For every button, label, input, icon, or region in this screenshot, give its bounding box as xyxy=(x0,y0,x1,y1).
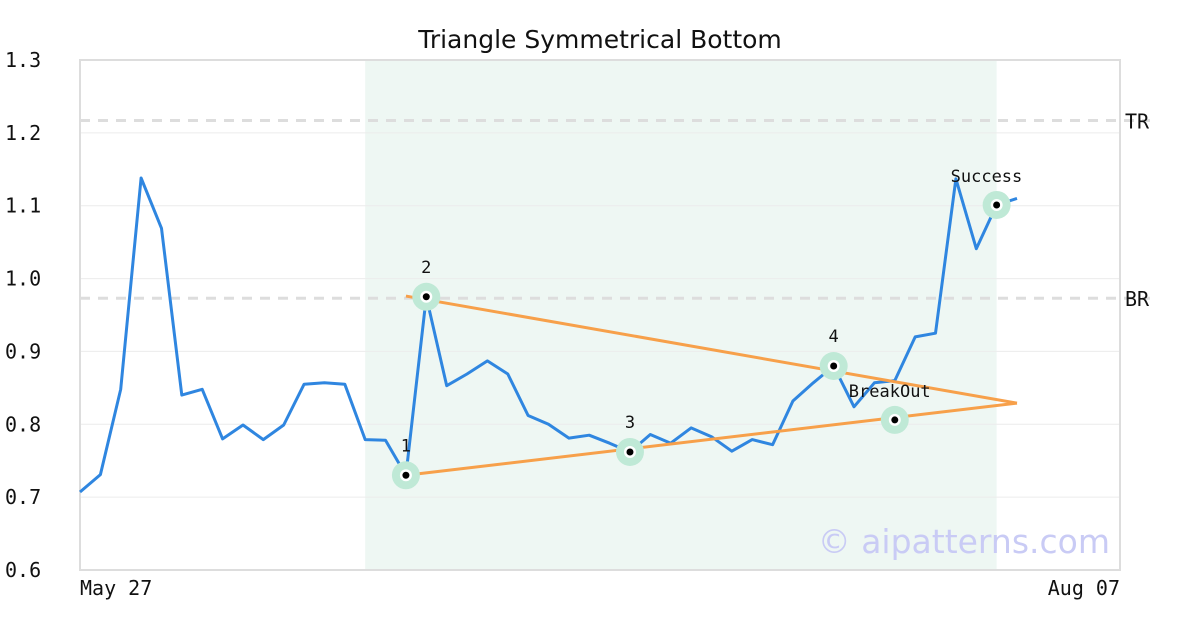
point-label: 1 xyxy=(401,436,411,456)
point-marker xyxy=(422,293,430,301)
y-tick-label: 1.3 xyxy=(5,48,41,72)
price-series-line xyxy=(79,176,1018,494)
watermark: © aipatterns.com xyxy=(818,522,1110,561)
point-label: BreakOut xyxy=(849,382,931,402)
x-tick-label: Aug 07 xyxy=(1048,576,1120,600)
y-tick-label: 0.8 xyxy=(5,412,41,436)
y-tick-label: 1.1 xyxy=(5,194,41,218)
point-label: Success xyxy=(951,167,1023,187)
reference-line-label: BR xyxy=(1125,287,1150,311)
pattern-range-shade xyxy=(365,60,997,570)
point-marker xyxy=(993,201,1001,209)
triangle-trendline xyxy=(405,401,1018,477)
y-tick-label: 1.2 xyxy=(5,121,41,145)
triangle-trendline xyxy=(405,294,1018,405)
reference-line-label: TR xyxy=(1125,109,1150,133)
y-tick-label: 0.7 xyxy=(5,485,41,509)
x-tick-label: May 27 xyxy=(80,576,152,600)
y-tick-label: 0.6 xyxy=(5,558,41,582)
plot-frame xyxy=(79,59,1121,571)
point-label: 3 xyxy=(625,413,635,433)
y-tick-label: 0.9 xyxy=(5,339,41,363)
chart-title: Triangle Symmetrical Bottom xyxy=(417,25,782,54)
point-marker xyxy=(402,471,410,479)
point-label: 4 xyxy=(829,327,839,347)
point-marker xyxy=(830,362,838,370)
plot-area: 0.6 0.7 0.8 0.9 1.0 1.1 1.2 1.3 TR BR May 27 Aug 07… xyxy=(5,48,1150,600)
y-tick-label: 1.0 xyxy=(5,267,41,291)
point-label: 2 xyxy=(421,258,431,278)
point-marker xyxy=(626,448,634,456)
point-marker xyxy=(891,416,899,424)
